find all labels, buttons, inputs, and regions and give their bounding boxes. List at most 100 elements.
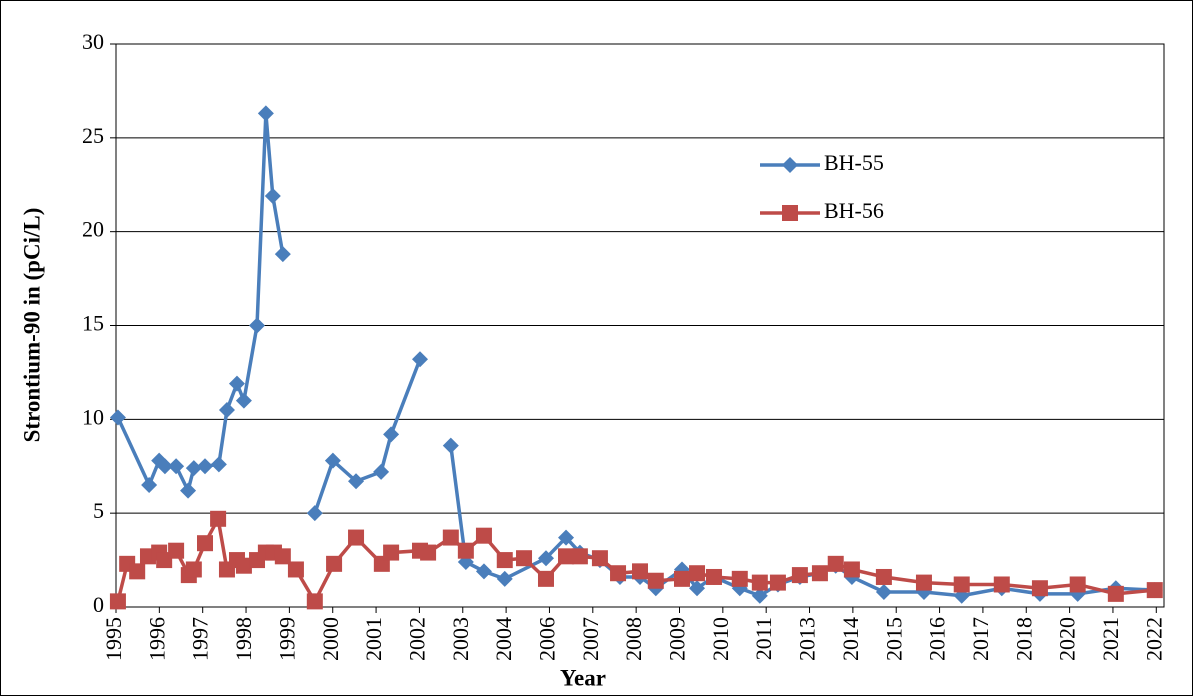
- marker: [811, 565, 828, 582]
- x-tick-label: 1996: [144, 617, 169, 661]
- y-tick-label: 30: [82, 29, 104, 54]
- marker: [141, 477, 158, 494]
- x-tick-label: 1995: [101, 617, 126, 661]
- x-tick-label: 1998: [231, 617, 256, 661]
- y-tick-label: 25: [82, 123, 104, 148]
- marker: [751, 574, 768, 591]
- marker: [632, 563, 648, 580]
- marker: [1031, 580, 1048, 597]
- x-tick-label: 2007: [578, 617, 603, 661]
- marker: [326, 555, 343, 572]
- marker: [373, 463, 390, 480]
- marker: [264, 188, 281, 205]
- x-tick-label: 2018: [1011, 617, 1036, 661]
- marker: [197, 535, 214, 552]
- marker: [475, 527, 492, 544]
- marker: [180, 482, 197, 499]
- x-tick-label: 2020: [1055, 617, 1080, 661]
- marker: [875, 568, 892, 585]
- marker: [496, 570, 513, 587]
- marker: [306, 505, 323, 522]
- marker: [210, 510, 227, 527]
- marker: [109, 593, 126, 610]
- marker: [516, 550, 533, 567]
- x-tick-label: 2003: [448, 617, 473, 661]
- marker: [383, 544, 400, 561]
- marker: [953, 576, 970, 593]
- marker: [274, 548, 291, 565]
- marker: [827, 555, 844, 572]
- marker: [306, 593, 323, 610]
- marker: [915, 574, 932, 591]
- marker: [442, 437, 459, 454]
- marker: [875, 583, 892, 600]
- marker: [185, 561, 202, 578]
- marker: [537, 570, 554, 587]
- x-tick-label: 2000: [318, 617, 343, 661]
- y-axis-title: Strontium-90 in (pCi/L): [19, 208, 44, 443]
- marker: [782, 205, 798, 221]
- x-tick-label: 1997: [188, 617, 213, 661]
- marker: [348, 473, 365, 490]
- marker: [843, 561, 860, 578]
- marker: [647, 572, 664, 589]
- plot-area: [115, 43, 1165, 608]
- x-tick-label: 2017: [968, 617, 993, 661]
- x-tick-label: 2011: [751, 617, 776, 660]
- marker: [496, 552, 513, 569]
- marker: [348, 529, 365, 546]
- marker: [731, 570, 748, 587]
- marker: [705, 568, 722, 585]
- x-tick-label: 2021: [1098, 617, 1123, 661]
- marker: [168, 458, 185, 475]
- marker: [168, 542, 185, 559]
- x-tick-label: 2013: [795, 617, 820, 661]
- marker: [324, 452, 341, 469]
- marker: [689, 580, 706, 597]
- marker: [673, 570, 690, 587]
- y-tick-label: 10: [82, 404, 104, 429]
- marker: [993, 576, 1010, 593]
- marker: [442, 529, 459, 546]
- marker: [210, 456, 227, 473]
- y-tick-label: 0: [93, 592, 104, 617]
- x-tick-label: 2010: [708, 617, 733, 661]
- marker: [287, 561, 304, 578]
- marker: [218, 401, 235, 418]
- x-tick-label: 2009: [665, 617, 690, 661]
- marker: [129, 563, 146, 580]
- x-axis-title: Year: [560, 665, 606, 690]
- legend-label: BH-56: [824, 198, 884, 223]
- marker: [235, 392, 252, 409]
- marker: [782, 157, 798, 173]
- x-tick-label: 2002: [404, 617, 429, 661]
- x-tick-label: 2016: [925, 617, 950, 661]
- marker: [689, 565, 706, 582]
- marker: [411, 351, 428, 368]
- marker: [558, 529, 575, 546]
- marker: [1146, 582, 1163, 599]
- marker: [228, 375, 245, 392]
- marker: [1107, 585, 1124, 602]
- marker: [257, 105, 274, 122]
- marker: [558, 548, 575, 565]
- marker: [109, 409, 126, 426]
- marker: [791, 567, 808, 584]
- x-tick-label: 2008: [621, 617, 646, 661]
- y-tick-label: 15: [82, 311, 104, 336]
- marker: [383, 426, 400, 443]
- marker: [457, 542, 474, 559]
- marker: [769, 574, 786, 591]
- x-tick-label: 2015: [881, 617, 906, 661]
- marker: [475, 563, 492, 580]
- x-tick-label: 1999: [274, 617, 299, 661]
- legend-label: BH-55: [824, 150, 884, 175]
- marker: [571, 548, 588, 565]
- y-tick-label: 20: [82, 217, 104, 242]
- marker: [610, 565, 627, 582]
- y-tick-label: 5: [93, 498, 104, 523]
- marker: [537, 550, 554, 567]
- marker: [591, 550, 608, 567]
- marker: [249, 317, 266, 334]
